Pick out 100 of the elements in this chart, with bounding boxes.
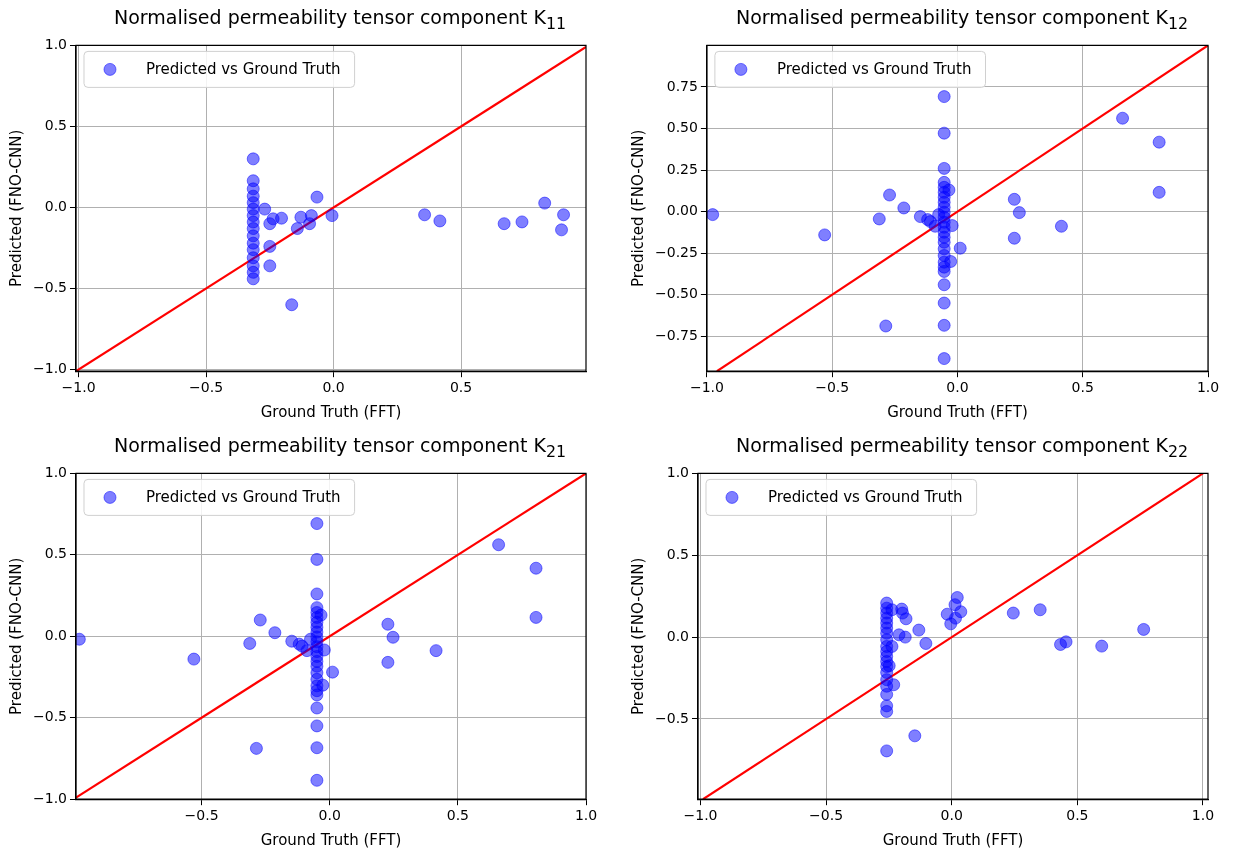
point <box>950 591 964 604</box>
point <box>937 264 951 278</box>
point <box>1012 206 1026 220</box>
y-axis-title: Predicted (FNO-CNN) <box>6 557 25 715</box>
y-tick-label: −0.75 <box>655 326 698 343</box>
point <box>1137 622 1151 636</box>
point <box>1054 219 1068 233</box>
y-axis-title: Predicted (FNO-CNN) <box>628 129 647 287</box>
legend-label: Predicted vs Ground Truth <box>776 60 972 79</box>
point <box>310 587 324 601</box>
x-tick-label: 1.0 <box>574 807 598 824</box>
y-tick-label: 0.0 <box>44 198 67 215</box>
point <box>953 241 967 255</box>
point <box>253 613 267 627</box>
point <box>246 272 260 286</box>
point <box>937 352 951 366</box>
point <box>529 610 543 624</box>
x-axis-title: Ground Truth (FFT) <box>260 402 402 421</box>
chart-title: Normalised permeability tensor component K$_{22}$ <box>734 434 1190 461</box>
point <box>818 228 832 242</box>
y-tick-label: −1.0 <box>33 789 67 806</box>
x-tick-label: 1.0 <box>1196 379 1220 396</box>
point <box>899 612 913 626</box>
point <box>304 632 317 646</box>
point <box>879 319 893 333</box>
x-tick-label: 1.0 <box>1191 807 1215 824</box>
x-tick-label: 0.5 <box>446 807 469 824</box>
y-tick-label: 0.00 <box>666 202 698 219</box>
point <box>937 278 951 292</box>
point <box>887 678 901 692</box>
y-tick-label: −0.5 <box>33 708 67 725</box>
y-tick-label: −0.25 <box>655 243 698 260</box>
x-axis-title: Ground Truth (FFT) <box>260 830 402 849</box>
point <box>310 773 324 787</box>
point <box>249 741 263 755</box>
point <box>497 217 511 231</box>
point <box>246 152 260 166</box>
point <box>937 161 951 175</box>
x-tick-label: 0.0 <box>946 379 969 396</box>
point <box>433 214 447 228</box>
point <box>314 608 328 622</box>
point <box>386 630 400 644</box>
x-tick-label: −0.5 <box>815 379 850 396</box>
legend-label: Predicted vs Ground Truth <box>146 60 341 79</box>
x-tick-label: −0.5 <box>184 807 219 824</box>
point <box>310 517 324 531</box>
point <box>381 617 395 631</box>
x-tick-label: 0.5 <box>449 379 473 396</box>
x-tick-label: 0.0 <box>322 379 345 396</box>
point <box>263 259 277 273</box>
x-tick-label: 0.5 <box>1066 807 1089 824</box>
point <box>515 215 529 229</box>
point <box>492 538 506 552</box>
point <box>268 626 282 640</box>
point <box>944 254 958 268</box>
point <box>326 665 340 679</box>
y-tick-label: −0.50 <box>655 285 698 302</box>
y-tick-label: 0.5 <box>44 545 67 562</box>
point <box>263 239 277 253</box>
point <box>872 212 886 226</box>
point <box>880 704 894 718</box>
x-tick-label: −1.0 <box>683 807 718 824</box>
chart-title: Normalised permeability tensor component K$_{11}$ <box>112 6 568 33</box>
point <box>381 655 395 669</box>
point <box>898 630 912 644</box>
point <box>1006 606 1020 620</box>
point <box>429 644 443 658</box>
x-tick-label: 0.5 <box>1071 379 1094 396</box>
point <box>1059 635 1073 649</box>
y-tick-label: 0.0 <box>44 626 67 643</box>
chart-title: Normalised permeability tensor component K$_{12}$ <box>734 6 1190 33</box>
point <box>310 701 324 715</box>
point <box>290 222 304 236</box>
legend-label: Predicted vs Ground Truth <box>768 488 963 507</box>
point <box>932 208 946 222</box>
point <box>310 688 324 702</box>
x-tick-label: −1.0 <box>689 379 724 396</box>
x-tick-label: 0.0 <box>940 807 963 824</box>
point <box>897 201 911 215</box>
y-tick-label: 0.5 <box>666 545 689 562</box>
point <box>557 208 571 222</box>
chart-title: Normalised permeability tensor component K$_{21}$ <box>112 434 568 461</box>
point <box>529 561 543 575</box>
y-tick-label: 1.0 <box>666 464 689 481</box>
y-tick-label: 0.75 <box>666 77 698 94</box>
point <box>418 208 432 222</box>
point <box>538 196 552 210</box>
point <box>937 296 951 310</box>
point <box>555 223 569 237</box>
point <box>954 605 968 619</box>
point <box>310 190 324 204</box>
point <box>310 741 324 755</box>
x-tick-label: −1.0 <box>61 379 96 396</box>
point <box>1033 603 1047 617</box>
point <box>1095 639 1109 653</box>
legend-label: Predicted vs Ground Truth <box>146 488 341 507</box>
x-tick-label: −0.5 <box>189 379 224 396</box>
point <box>304 209 318 223</box>
point <box>187 652 201 666</box>
point <box>1116 111 1130 125</box>
